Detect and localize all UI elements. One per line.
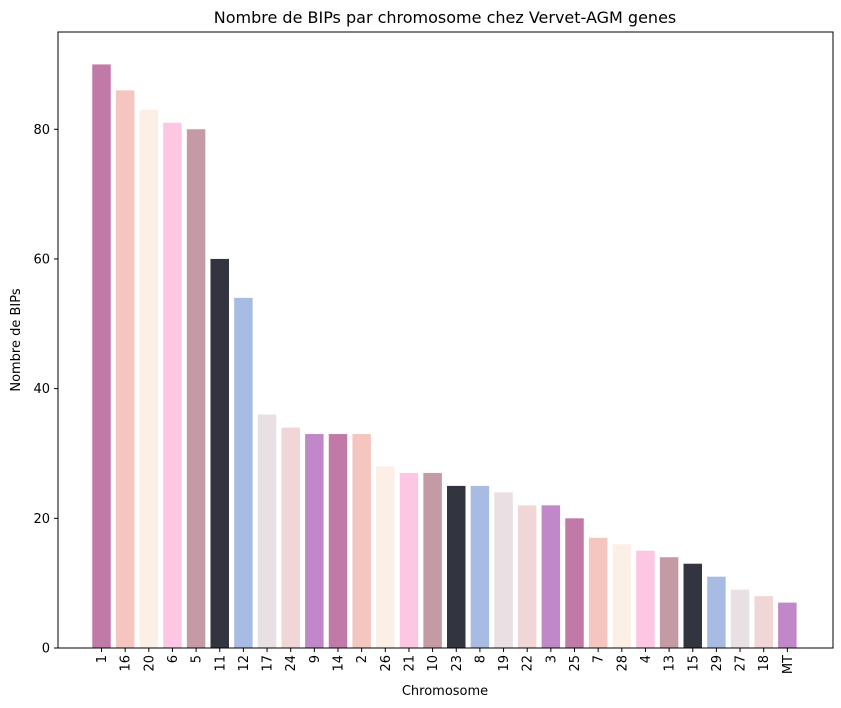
bar-chr-2 [352, 434, 371, 648]
bar-chr-13 [659, 557, 679, 648]
bar-chr-20 [139, 109, 159, 648]
x-tick-label: 21 [402, 655, 417, 672]
x-tick-label: 20 [142, 655, 157, 672]
x-tick-label: 3 [544, 655, 559, 663]
bar-chr-1 [92, 64, 111, 649]
bar-chr-26 [376, 466, 395, 648]
bar-chr-10 [423, 472, 442, 648]
bar-chr-12 [234, 297, 253, 648]
x-tick-label: 25 [568, 655, 583, 672]
x-tick-label: 27 [734, 655, 749, 672]
bar-chr-24 [281, 427, 300, 648]
x-tick-label: 17 [261, 655, 276, 672]
bar-chr-8 [470, 485, 490, 648]
bar-chr-23 [447, 485, 466, 648]
x-tick-label: 1 [95, 655, 110, 663]
x-tick-label: 22 [521, 655, 536, 672]
x-tick-label: 8 [473, 655, 488, 663]
x-tick-label: 5 [190, 655, 205, 663]
x-tick-label: 24 [284, 655, 299, 672]
bar-chr-18 [754, 596, 773, 648]
x-tick-label: 6 [166, 655, 181, 663]
x-tick-label: 29 [710, 655, 725, 672]
bar-chr-6 [163, 122, 182, 649]
x-axis: 1 16 20 6 5 11 12 17 24 9 14 2 26 21 10 23 8 19 22 3 25 7 28 4 1… [95, 648, 796, 674]
x-tick-label: 23 [450, 655, 465, 672]
x-axis-label: Chromosome [402, 684, 488, 699]
bars-group [92, 64, 797, 649]
bar-chr-25 [565, 518, 584, 648]
bar-chr-19 [494, 492, 513, 648]
x-tick-label: MT [781, 655, 796, 674]
y-axis: 0 20 40 60 80 [33, 123, 58, 657]
bar-chr-5 [186, 129, 206, 648]
x-tick-label: 14 [332, 655, 347, 672]
y-tick-label: 0 [42, 642, 50, 657]
x-tick-label: 28 [615, 655, 630, 672]
bar-chr-28 [612, 544, 632, 648]
x-tick-label: 10 [426, 655, 441, 672]
bar-chr-29 [707, 576, 726, 648]
x-tick-label: 13 [663, 655, 678, 672]
x-tick-label: 12 [237, 655, 252, 672]
bar-chr-4 [636, 550, 655, 648]
plot-frame [57, 31, 834, 649]
bar-chr-27 [730, 589, 750, 648]
bar-chr-15 [683, 563, 702, 648]
x-tick-label: 9 [308, 655, 323, 663]
bar-chr-17 [257, 414, 277, 648]
x-tick-label: 11 [213, 655, 228, 672]
x-tick-label: 15 [686, 655, 701, 672]
y-tick-label: 40 [33, 382, 50, 397]
x-tick-label: 18 [757, 655, 772, 672]
x-tick-label: 7 [592, 655, 607, 663]
x-tick-label: 16 [119, 655, 134, 672]
bar-chr-mt [778, 602, 797, 648]
bar-chr-3 [541, 505, 561, 648]
bar-chr-14 [328, 434, 348, 648]
x-tick-label: 4 [639, 655, 654, 663]
bar-chr-11 [210, 258, 229, 648]
bar-chr-16 [115, 90, 135, 648]
y-axis-label: Nombre de BIPs [9, 288, 24, 392]
y-tick-label: 20 [33, 512, 50, 527]
bar-chr-22 [517, 505, 537, 648]
y-tick-label: 60 [33, 252, 50, 267]
bar-chr-9 [305, 434, 324, 648]
x-tick-label: 2 [355, 655, 370, 663]
bar-chr-21 [399, 472, 419, 648]
bar-chr-7 [588, 537, 608, 648]
x-tick-label: 19 [497, 655, 512, 672]
x-tick-label: 26 [379, 655, 394, 672]
chart-title: Nombre de BIPs par chromosome chez Verve… [214, 8, 677, 27]
y-tick-label: 80 [33, 123, 50, 138]
